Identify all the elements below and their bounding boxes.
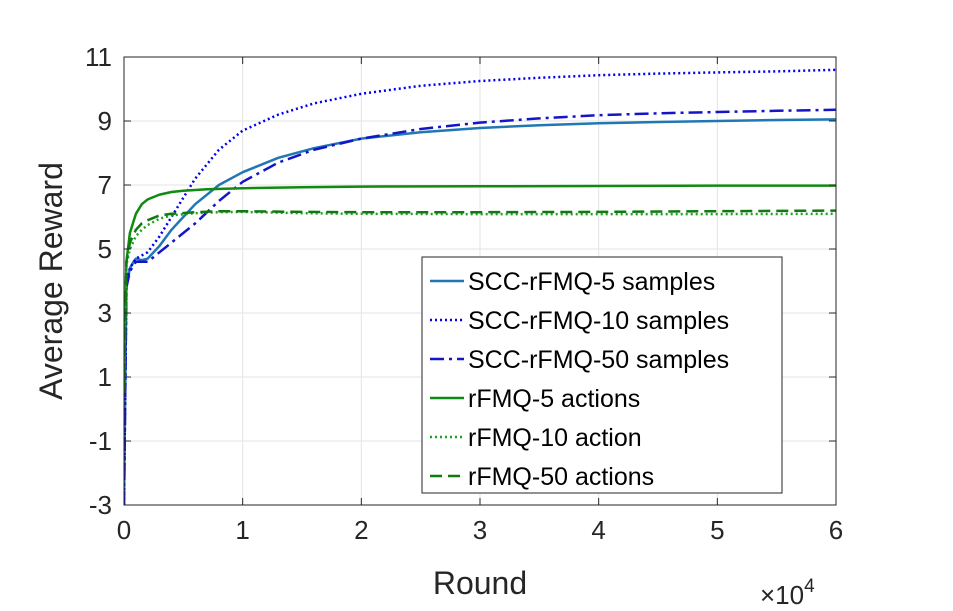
y-tick-label: 1 bbox=[98, 362, 112, 392]
ticks bbox=[123, 56, 837, 506]
x-tick-label: 6 bbox=[829, 515, 843, 545]
y-tick-label: -1 bbox=[89, 426, 112, 456]
x-tick-label: 0 bbox=[117, 515, 131, 545]
legend-label-rfmq-50-actions: rFMQ-50 actions bbox=[468, 463, 654, 491]
x-tick-label: 5 bbox=[710, 515, 724, 545]
y-axis-title: Average Reward bbox=[33, 162, 69, 400]
series-group bbox=[124, 68, 836, 505]
x-multiplier: ×104 bbox=[760, 576, 815, 610]
series-line-scc-rfmq-5-samples bbox=[124, 118, 836, 505]
legend-label-rfmq-5-actions: rFMQ-5 actions bbox=[468, 385, 640, 413]
series-line-rfmq-5-actions bbox=[124, 184, 836, 394]
series-line-scc-rfmq-10-samples bbox=[124, 68, 836, 505]
x-multiplier-base: ×10 bbox=[760, 580, 804, 610]
y-tick-label: 7 bbox=[98, 170, 112, 200]
y-tick-label: 9 bbox=[98, 106, 112, 136]
x-tick-label: 4 bbox=[591, 515, 605, 545]
legend: SCC-rFMQ-5 samples SCC-rFMQ-10 samples SCC… bbox=[421, 256, 783, 494]
y-tick-label: 11 bbox=[85, 42, 112, 72]
y-tick-label: 3 bbox=[98, 298, 112, 328]
legend-label-scc-rfmq-10-samples: SCC-rFMQ-10 samples bbox=[468, 307, 729, 335]
x-tick-label: 3 bbox=[473, 515, 487, 545]
legend-label-scc-rfmq-50-samples: SCC-rFMQ-50 samples bbox=[468, 346, 729, 374]
y-tick-label: 5 bbox=[98, 234, 112, 264]
tick-labels: 0 1 2 3 4 5 6 -3 -1 1 3 5 7 9 11 bbox=[85, 42, 843, 545]
series-line-scc-rfmq-50-samples bbox=[124, 108, 836, 505]
legend-box bbox=[421, 256, 783, 494]
x-multiplier-exponent: 4 bbox=[804, 576, 815, 597]
x-tick-label: 2 bbox=[354, 515, 368, 545]
legend-label-scc-rfmq-5-samples: SCC-rFMQ-5 samples bbox=[468, 268, 715, 296]
x-axis-title: Round bbox=[433, 565, 527, 601]
x-tick-label: 1 bbox=[235, 515, 249, 545]
legend-label-rfmq-10-action: rFMQ-10 action bbox=[468, 424, 642, 452]
y-tick-label: -3 bbox=[89, 490, 112, 520]
